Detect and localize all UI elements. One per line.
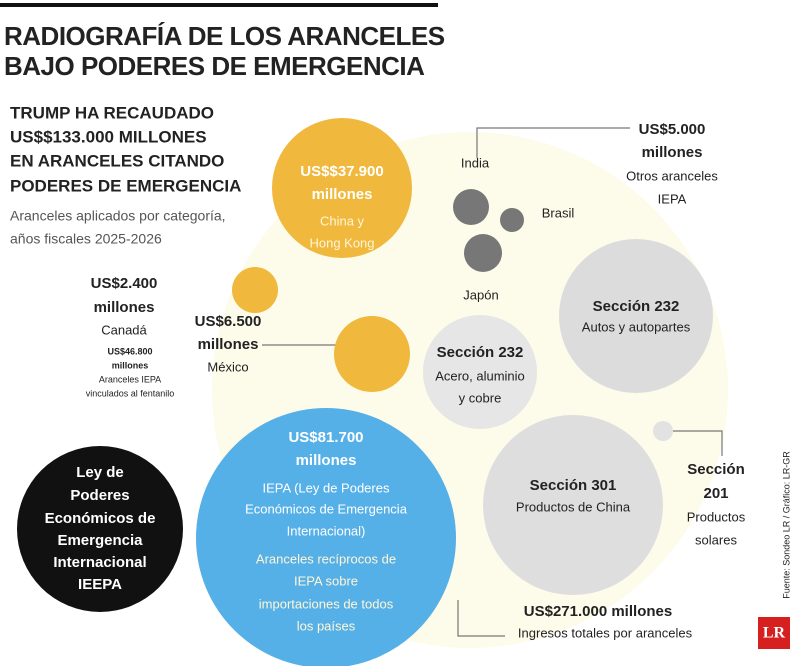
unit: millones bbox=[94, 299, 155, 316]
legend-text: Económicos de bbox=[45, 510, 156, 527]
unit: millones bbox=[296, 452, 357, 469]
bubble bbox=[423, 315, 537, 429]
unit: millones bbox=[312, 186, 373, 203]
label: vinculados al fentanilo bbox=[86, 388, 175, 398]
label: Productos bbox=[687, 509, 746, 524]
bubble bbox=[196, 408, 456, 666]
label: Hong Kong bbox=[309, 235, 374, 250]
connector bbox=[457, 600, 505, 637]
bubble bbox=[453, 189, 489, 225]
label: y cobre bbox=[459, 390, 502, 405]
unit: millones bbox=[642, 144, 703, 161]
country: India bbox=[461, 155, 490, 170]
bubble bbox=[232, 267, 278, 313]
detail: Aranceles recíprocos de bbox=[256, 551, 396, 566]
label: Productos de China bbox=[516, 499, 631, 514]
legend-circle bbox=[17, 446, 183, 612]
section-name: Sección 232 bbox=[437, 344, 524, 361]
label: Canadá bbox=[101, 322, 147, 337]
amount: US$$37.900 bbox=[300, 163, 383, 180]
logo: LR bbox=[763, 625, 786, 642]
unit: millones bbox=[112, 360, 149, 370]
legend-text: Poderes bbox=[70, 487, 129, 504]
legend-text: Ley de bbox=[76, 464, 124, 481]
description: Aranceles aplicados por categoría, bbox=[10, 208, 226, 224]
label: Acero, aluminio bbox=[435, 368, 525, 383]
label: China y bbox=[320, 213, 365, 228]
legend-text: Emergencia bbox=[57, 532, 143, 549]
amount: US$5.000 bbox=[639, 121, 706, 138]
bubble bbox=[334, 316, 410, 392]
section-name: Sección bbox=[687, 461, 745, 478]
label: México bbox=[207, 359, 248, 374]
label: IEPA bbox=[658, 191, 687, 206]
amount: US$46.800 bbox=[107, 346, 152, 356]
headline: EN ARANCELES CITANDO bbox=[10, 151, 224, 170]
bubble bbox=[500, 208, 524, 232]
label: Aranceles IEPA bbox=[99, 374, 161, 384]
section-name: Sección 232 bbox=[593, 298, 680, 315]
connector bbox=[673, 430, 723, 456]
source: Fuente: Sondeo LR / Gráfico: LR-GR bbox=[781, 451, 791, 599]
detail: IEPA sobre bbox=[294, 573, 358, 588]
top-rule bbox=[0, 3, 438, 7]
bubble bbox=[464, 234, 502, 272]
headline: US$$133.000 MILLONES bbox=[10, 127, 207, 146]
country: Brasil bbox=[542, 205, 575, 220]
detail: importaciones de todos bbox=[259, 596, 394, 611]
bubble bbox=[483, 415, 663, 595]
logo-box bbox=[758, 617, 790, 649]
description: años fiscales 2025-2026 bbox=[10, 231, 162, 247]
label: solares bbox=[695, 532, 737, 547]
amount: US$81.700 bbox=[288, 429, 363, 446]
bubble bbox=[559, 239, 713, 393]
connector bbox=[476, 127, 630, 158]
label: IEPA (Ley de Poderes bbox=[263, 480, 390, 495]
title: RADIOGRAFÍA DE LOS ARANCELES bbox=[4, 21, 445, 51]
title: BAJO PODERES DE EMERGENCIA bbox=[4, 51, 425, 81]
section-name: 201 bbox=[703, 485, 728, 502]
detail: los países bbox=[297, 618, 356, 633]
headline: TRUMP HA RECAUDADO bbox=[10, 103, 214, 122]
legend-text: Internacional bbox=[53, 554, 146, 571]
total-label: Ingresos totales por aranceles bbox=[518, 625, 693, 640]
label: Autos y autopartes bbox=[582, 319, 691, 334]
bubble bbox=[653, 421, 673, 441]
amount: US$2.400 bbox=[91, 275, 158, 292]
headline: PODERES DE EMERGENCIA bbox=[10, 176, 241, 195]
label: Económicos de Emergencia bbox=[245, 501, 408, 516]
country: Japón bbox=[463, 287, 498, 302]
total-amount: US$271.000 millones bbox=[524, 603, 672, 620]
bubble bbox=[272, 118, 412, 258]
legend-text: IEEPA bbox=[78, 576, 122, 593]
label: Otros aranceles bbox=[626, 168, 718, 183]
amount: US$6.500 bbox=[195, 313, 262, 330]
section-name: Sección 301 bbox=[530, 477, 617, 494]
unit: millones bbox=[198, 336, 259, 353]
label: Internacional) bbox=[287, 523, 366, 538]
